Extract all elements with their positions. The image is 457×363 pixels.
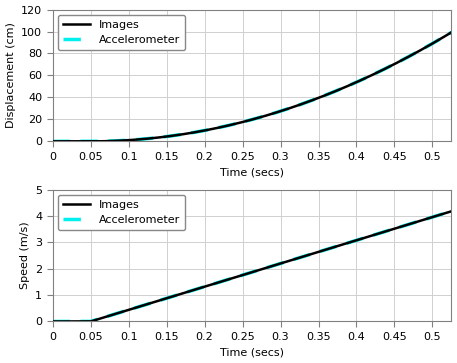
X-axis label: Time (secs): Time (secs): [220, 167, 284, 178]
Y-axis label: Displacement (cm): Displacement (cm): [5, 23, 16, 129]
Y-axis label: Speed (m/s): Speed (m/s): [20, 222, 30, 289]
Legend: Images, Accelerometer: Images, Accelerometer: [58, 195, 185, 230]
X-axis label: Time (secs): Time (secs): [220, 347, 284, 358]
Legend: Images, Accelerometer: Images, Accelerometer: [58, 15, 185, 50]
